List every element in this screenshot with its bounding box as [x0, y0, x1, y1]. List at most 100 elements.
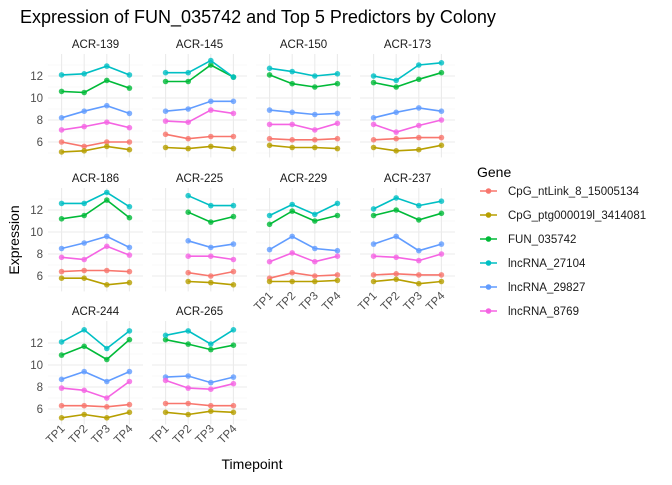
legend-label: lncRNA_8769 — [508, 306, 579, 318]
data-point — [312, 111, 318, 118]
data-point — [126, 85, 133, 91]
facet-panel: ACR-225 — [152, 173, 247, 292]
series-line-lncRNA_8769 — [269, 252, 338, 263]
data-point — [438, 134, 445, 141]
series-line-lncRNA_27104 — [373, 62, 442, 82]
y-axis-label: Expression — [6, 205, 22, 274]
data-point — [185, 119, 191, 125]
data-point — [104, 345, 110, 352]
series-line-lncRNA_27104 — [269, 202, 338, 217]
data-point — [81, 411, 87, 418]
data-point — [58, 88, 65, 95]
data-point — [81, 240, 87, 246]
data-point — [104, 356, 110, 363]
data-point — [185, 373, 191, 379]
series-line-lncRNA_8769 — [165, 379, 234, 391]
data-point — [312, 127, 318, 133]
facet-strip-label: ACR-139 — [72, 39, 119, 51]
series-line-lncRNA_27104 — [61, 191, 130, 208]
data-point — [104, 282, 110, 288]
x-tick-label: TP4 — [320, 290, 344, 314]
data-point — [266, 65, 273, 72]
series-line-lncRNA_29827 — [269, 235, 338, 252]
data-point — [58, 275, 65, 282]
legend-item: lncRNA_8769 — [480, 306, 579, 318]
series-line-CpG_ntLink_8_15005134 — [165, 402, 234, 407]
data-point — [393, 195, 399, 201]
data-point — [370, 272, 377, 278]
series-line-FUN_035742 — [165, 338, 234, 351]
facet-panel: ACR-244 6 8 10 12 TP1 TP2 TP3 TP4 — [30, 306, 143, 446]
data-point — [185, 78, 191, 85]
data-point — [185, 106, 191, 112]
series-line-CpG_ptg000019l_3414081 — [61, 277, 130, 286]
y-tick-label: 8 — [37, 115, 43, 127]
x-tick-label: TP1 — [44, 423, 67, 446]
data-point — [58, 115, 65, 121]
data-point — [185, 192, 191, 199]
data-point — [416, 62, 422, 68]
series-line-CpG_ptg000019l_3414081 — [165, 410, 234, 416]
series-line-lncRNA_8769 — [61, 245, 130, 261]
legend-key-point — [485, 188, 492, 194]
data-point — [58, 127, 65, 133]
x-tick-label: TP1 — [252, 290, 275, 313]
data-point — [162, 400, 169, 407]
data-point — [58, 402, 65, 409]
series-line-FUN_035742 — [269, 74, 338, 88]
data-point — [185, 411, 191, 418]
data-point — [334, 71, 341, 77]
series-line-lncRNA_29827 — [165, 100, 234, 112]
data-point — [334, 135, 341, 142]
data-point — [104, 395, 110, 401]
legend-item: CpG_ntLink_8_15005134 — [480, 186, 640, 198]
data-point — [334, 277, 341, 284]
y-tick-label: 8 — [37, 249, 43, 261]
data-point — [230, 74, 237, 80]
data-point — [126, 268, 133, 275]
facet-strip-label: ACR-229 — [280, 173, 327, 185]
data-point — [393, 271, 399, 277]
data-point — [393, 129, 399, 135]
data-point — [230, 98, 237, 105]
y-tick-label: 8 — [37, 382, 43, 394]
data-point — [230, 256, 237, 263]
legend-label: CpG_ptg000019l_3414081 — [508, 210, 646, 222]
data-point — [126, 72, 133, 78]
legend-key-point — [485, 260, 492, 266]
data-point — [312, 273, 318, 279]
data-point — [438, 210, 445, 217]
data-point — [230, 268, 237, 275]
data-point — [393, 109, 399, 116]
data-point — [208, 346, 214, 353]
data-point — [126, 203, 133, 210]
data-point — [104, 415, 110, 421]
data-point — [81, 148, 87, 154]
series-line-CpG_ntLink_8_15005134 — [373, 136, 442, 141]
data-point — [104, 189, 110, 196]
facet-panel: ACR-229 TP1 TP2 TP3 TP4 — [252, 173, 351, 313]
series-line-CpG_ntLink_8_15005134 — [61, 403, 130, 408]
data-point — [185, 341, 191, 347]
data-point — [162, 78, 169, 85]
data-point — [312, 278, 318, 285]
series-line-lncRNA_29827 — [61, 104, 130, 119]
data-point — [289, 121, 295, 128]
data-point — [393, 84, 399, 90]
data-point — [230, 145, 237, 152]
data-point — [438, 251, 445, 257]
x-tick-label: TP2 — [275, 290, 298, 313]
data-point — [438, 108, 445, 114]
data-point — [185, 385, 191, 391]
data-point — [230, 110, 237, 117]
facet-strip-label: ACR-237 — [384, 173, 431, 185]
data-point — [208, 379, 214, 386]
data-point — [58, 149, 65, 155]
data-point — [185, 328, 191, 334]
data-point — [104, 102, 110, 109]
data-point — [289, 208, 295, 214]
facet-strip-label: ACR-186 — [72, 173, 119, 185]
series-line-lncRNA_29827 — [61, 235, 130, 250]
data-point — [438, 69, 445, 76]
data-point — [185, 209, 191, 215]
